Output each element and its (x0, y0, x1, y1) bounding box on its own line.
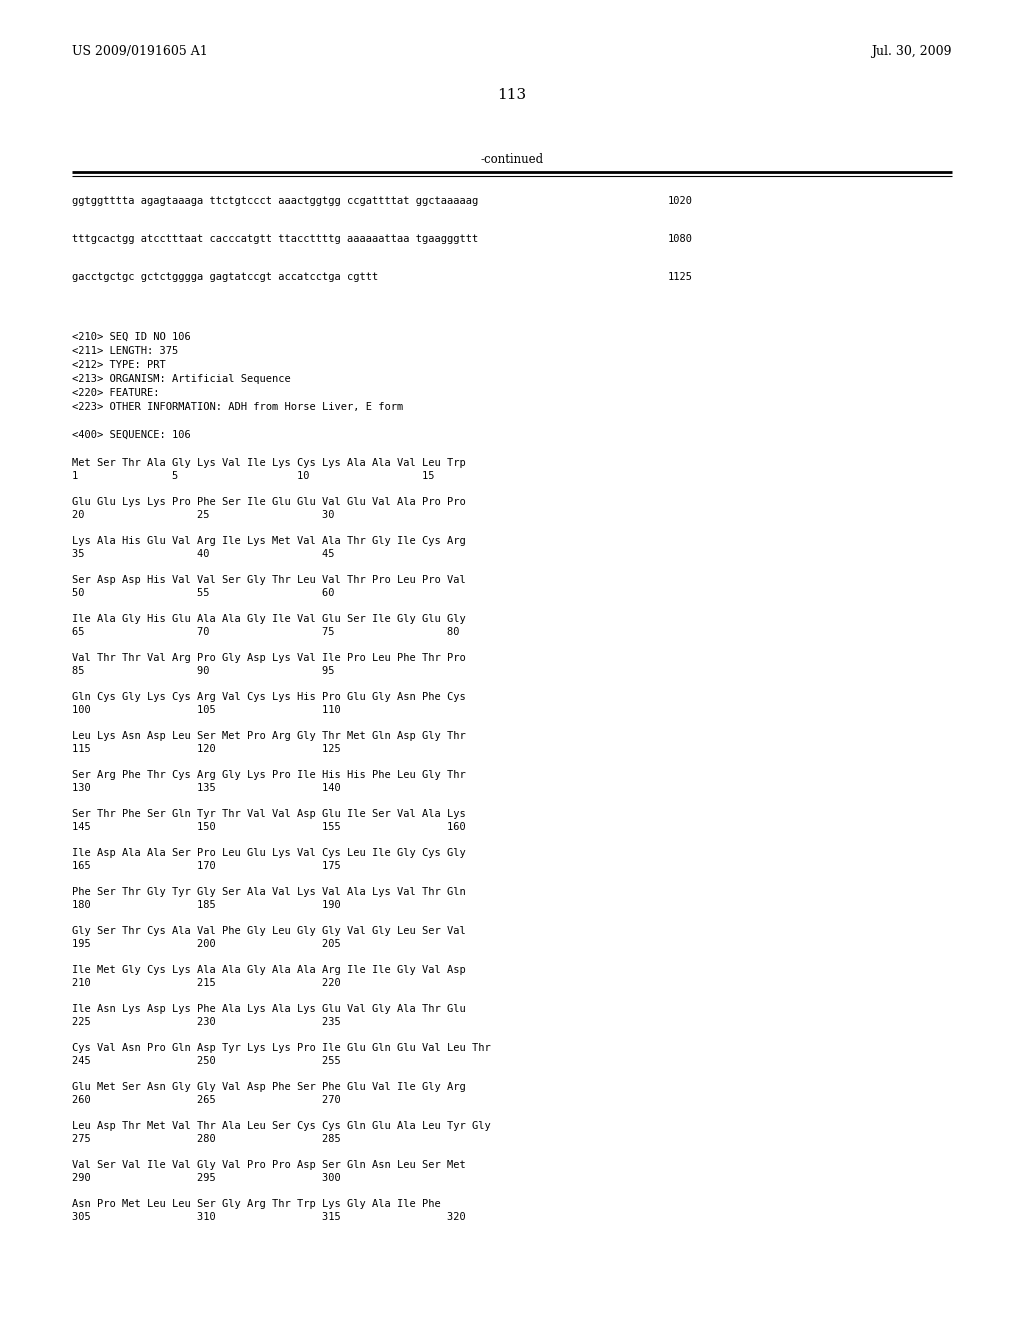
Text: Ile Asp Ala Ala Ser Pro Leu Glu Lys Val Cys Leu Ile Gly Cys Gly: Ile Asp Ala Ala Ser Pro Leu Glu Lys Val … (72, 847, 466, 858)
Text: 145                 150                 155                 160: 145 150 155 160 (72, 822, 466, 832)
Text: Gln Cys Gly Lys Cys Arg Val Cys Lys His Pro Glu Gly Asn Phe Cys: Gln Cys Gly Lys Cys Arg Val Cys Lys His … (72, 692, 466, 702)
Text: Gly Ser Thr Cys Ala Val Phe Gly Leu Gly Gly Val Gly Leu Ser Val: Gly Ser Thr Cys Ala Val Phe Gly Leu Gly … (72, 927, 466, 936)
Text: <400> SEQUENCE: 106: <400> SEQUENCE: 106 (72, 430, 190, 440)
Text: Asn Pro Met Leu Leu Ser Gly Arg Thr Trp Lys Gly Ala Ile Phe: Asn Pro Met Leu Leu Ser Gly Arg Thr Trp … (72, 1199, 440, 1209)
Text: 165                 170                 175: 165 170 175 (72, 861, 341, 871)
Text: Val Ser Val Ile Val Gly Val Pro Pro Asp Ser Gln Asn Leu Ser Met: Val Ser Val Ile Val Gly Val Pro Pro Asp … (72, 1160, 466, 1170)
Text: 85                  90                  95: 85 90 95 (72, 667, 335, 676)
Text: 65                  70                  75                  80: 65 70 75 80 (72, 627, 460, 638)
Text: gacctgctgc gctctgggga gagtatccgt accatcctga cgttt: gacctgctgc gctctgggga gagtatccgt accatcc… (72, 272, 378, 282)
Text: 210                 215                 220: 210 215 220 (72, 978, 341, 987)
Text: <223> OTHER INFORMATION: ADH from Horse Liver, E form: <223> OTHER INFORMATION: ADH from Horse … (72, 403, 403, 412)
Text: 180                 185                 190: 180 185 190 (72, 900, 341, 909)
Text: <210> SEQ ID NO 106: <210> SEQ ID NO 106 (72, 333, 190, 342)
Text: 225                 230                 235: 225 230 235 (72, 1016, 341, 1027)
Text: Ile Asn Lys Asp Lys Phe Ala Lys Ala Lys Glu Val Gly Ala Thr Glu: Ile Asn Lys Asp Lys Phe Ala Lys Ala Lys … (72, 1005, 466, 1014)
Text: 245                 250                 255: 245 250 255 (72, 1056, 341, 1067)
Text: Glu Met Ser Asn Gly Gly Val Asp Phe Ser Phe Glu Val Ile Gly Arg: Glu Met Ser Asn Gly Gly Val Asp Phe Ser … (72, 1082, 466, 1092)
Text: Ile Ala Gly His Glu Ala Ala Gly Ile Val Glu Ser Ile Gly Glu Gly: Ile Ala Gly His Glu Ala Ala Gly Ile Val … (72, 614, 466, 624)
Text: <220> FEATURE:: <220> FEATURE: (72, 388, 160, 399)
Text: 1020: 1020 (668, 195, 693, 206)
Text: 195                 200                 205: 195 200 205 (72, 939, 341, 949)
Text: Lys Ala His Glu Val Arg Ile Lys Met Val Ala Thr Gly Ile Cys Arg: Lys Ala His Glu Val Arg Ile Lys Met Val … (72, 536, 466, 546)
Text: Ser Asp Asp His Val Val Ser Gly Thr Leu Val Thr Pro Leu Pro Val: Ser Asp Asp His Val Val Ser Gly Thr Leu … (72, 576, 466, 585)
Text: 290                 295                 300: 290 295 300 (72, 1173, 341, 1183)
Text: Leu Asp Thr Met Val Thr Ala Leu Ser Cys Cys Gln Glu Ala Leu Tyr Gly: Leu Asp Thr Met Val Thr Ala Leu Ser Cys … (72, 1121, 490, 1131)
Text: tttgcactgg atcctttaat cacccatgtt ttaccttttg aaaaaattaa tgaagggttt: tttgcactgg atcctttaat cacccatgtt ttacctt… (72, 234, 478, 244)
Text: <212> TYPE: PRT: <212> TYPE: PRT (72, 360, 166, 370)
Text: Phe Ser Thr Gly Tyr Gly Ser Ala Val Lys Val Ala Lys Val Thr Gln: Phe Ser Thr Gly Tyr Gly Ser Ala Val Lys … (72, 887, 466, 898)
Text: -continued: -continued (480, 153, 544, 166)
Text: 130                 135                 140: 130 135 140 (72, 783, 341, 793)
Text: 305                 310                 315                 320: 305 310 315 320 (72, 1212, 466, 1222)
Text: ggtggtttta agagtaaaga ttctgtccct aaactggtgg ccgattttat ggctaaaaag: ggtggtttta agagtaaaga ttctgtccct aaactgg… (72, 195, 478, 206)
Text: 100                 105                 110: 100 105 110 (72, 705, 341, 715)
Text: 1125: 1125 (668, 272, 693, 282)
Text: US 2009/0191605 A1: US 2009/0191605 A1 (72, 45, 208, 58)
Text: 275                 280                 285: 275 280 285 (72, 1134, 341, 1144)
Text: <213> ORGANISM: Artificial Sequence: <213> ORGANISM: Artificial Sequence (72, 374, 291, 384)
Text: 113: 113 (498, 88, 526, 102)
Text: Glu Glu Lys Lys Pro Phe Ser Ile Glu Glu Val Glu Val Ala Pro Pro: Glu Glu Lys Lys Pro Phe Ser Ile Glu Glu … (72, 498, 466, 507)
Text: Jul. 30, 2009: Jul. 30, 2009 (871, 45, 952, 58)
Text: <211> LENGTH: 375: <211> LENGTH: 375 (72, 346, 178, 356)
Text: Cys Val Asn Pro Gln Asp Tyr Lys Lys Pro Ile Glu Gln Glu Val Leu Thr: Cys Val Asn Pro Gln Asp Tyr Lys Lys Pro … (72, 1043, 490, 1053)
Text: Ser Thr Phe Ser Gln Tyr Thr Val Val Asp Glu Ile Ser Val Ala Lys: Ser Thr Phe Ser Gln Tyr Thr Val Val Asp … (72, 809, 466, 818)
Text: 1               5                   10                  15: 1 5 10 15 (72, 471, 434, 480)
Text: 20                  25                  30: 20 25 30 (72, 510, 335, 520)
Text: 35                  40                  45: 35 40 45 (72, 549, 335, 558)
Text: Met Ser Thr Ala Gly Lys Val Ile Lys Cys Lys Ala Ala Val Leu Trp: Met Ser Thr Ala Gly Lys Val Ile Lys Cys … (72, 458, 466, 469)
Text: 260                 265                 270: 260 265 270 (72, 1096, 341, 1105)
Text: 1080: 1080 (668, 234, 693, 244)
Text: Ser Arg Phe Thr Cys Arg Gly Lys Pro Ile His His Phe Leu Gly Thr: Ser Arg Phe Thr Cys Arg Gly Lys Pro Ile … (72, 770, 466, 780)
Text: Leu Lys Asn Asp Leu Ser Met Pro Arg Gly Thr Met Gln Asp Gly Thr: Leu Lys Asn Asp Leu Ser Met Pro Arg Gly … (72, 731, 466, 741)
Text: 50                  55                  60: 50 55 60 (72, 587, 335, 598)
Text: Val Thr Thr Val Arg Pro Gly Asp Lys Val Ile Pro Leu Phe Thr Pro: Val Thr Thr Val Arg Pro Gly Asp Lys Val … (72, 653, 466, 663)
Text: 115                 120                 125: 115 120 125 (72, 744, 341, 754)
Text: Ile Met Gly Cys Lys Ala Ala Gly Ala Ala Arg Ile Ile Gly Val Asp: Ile Met Gly Cys Lys Ala Ala Gly Ala Ala … (72, 965, 466, 975)
